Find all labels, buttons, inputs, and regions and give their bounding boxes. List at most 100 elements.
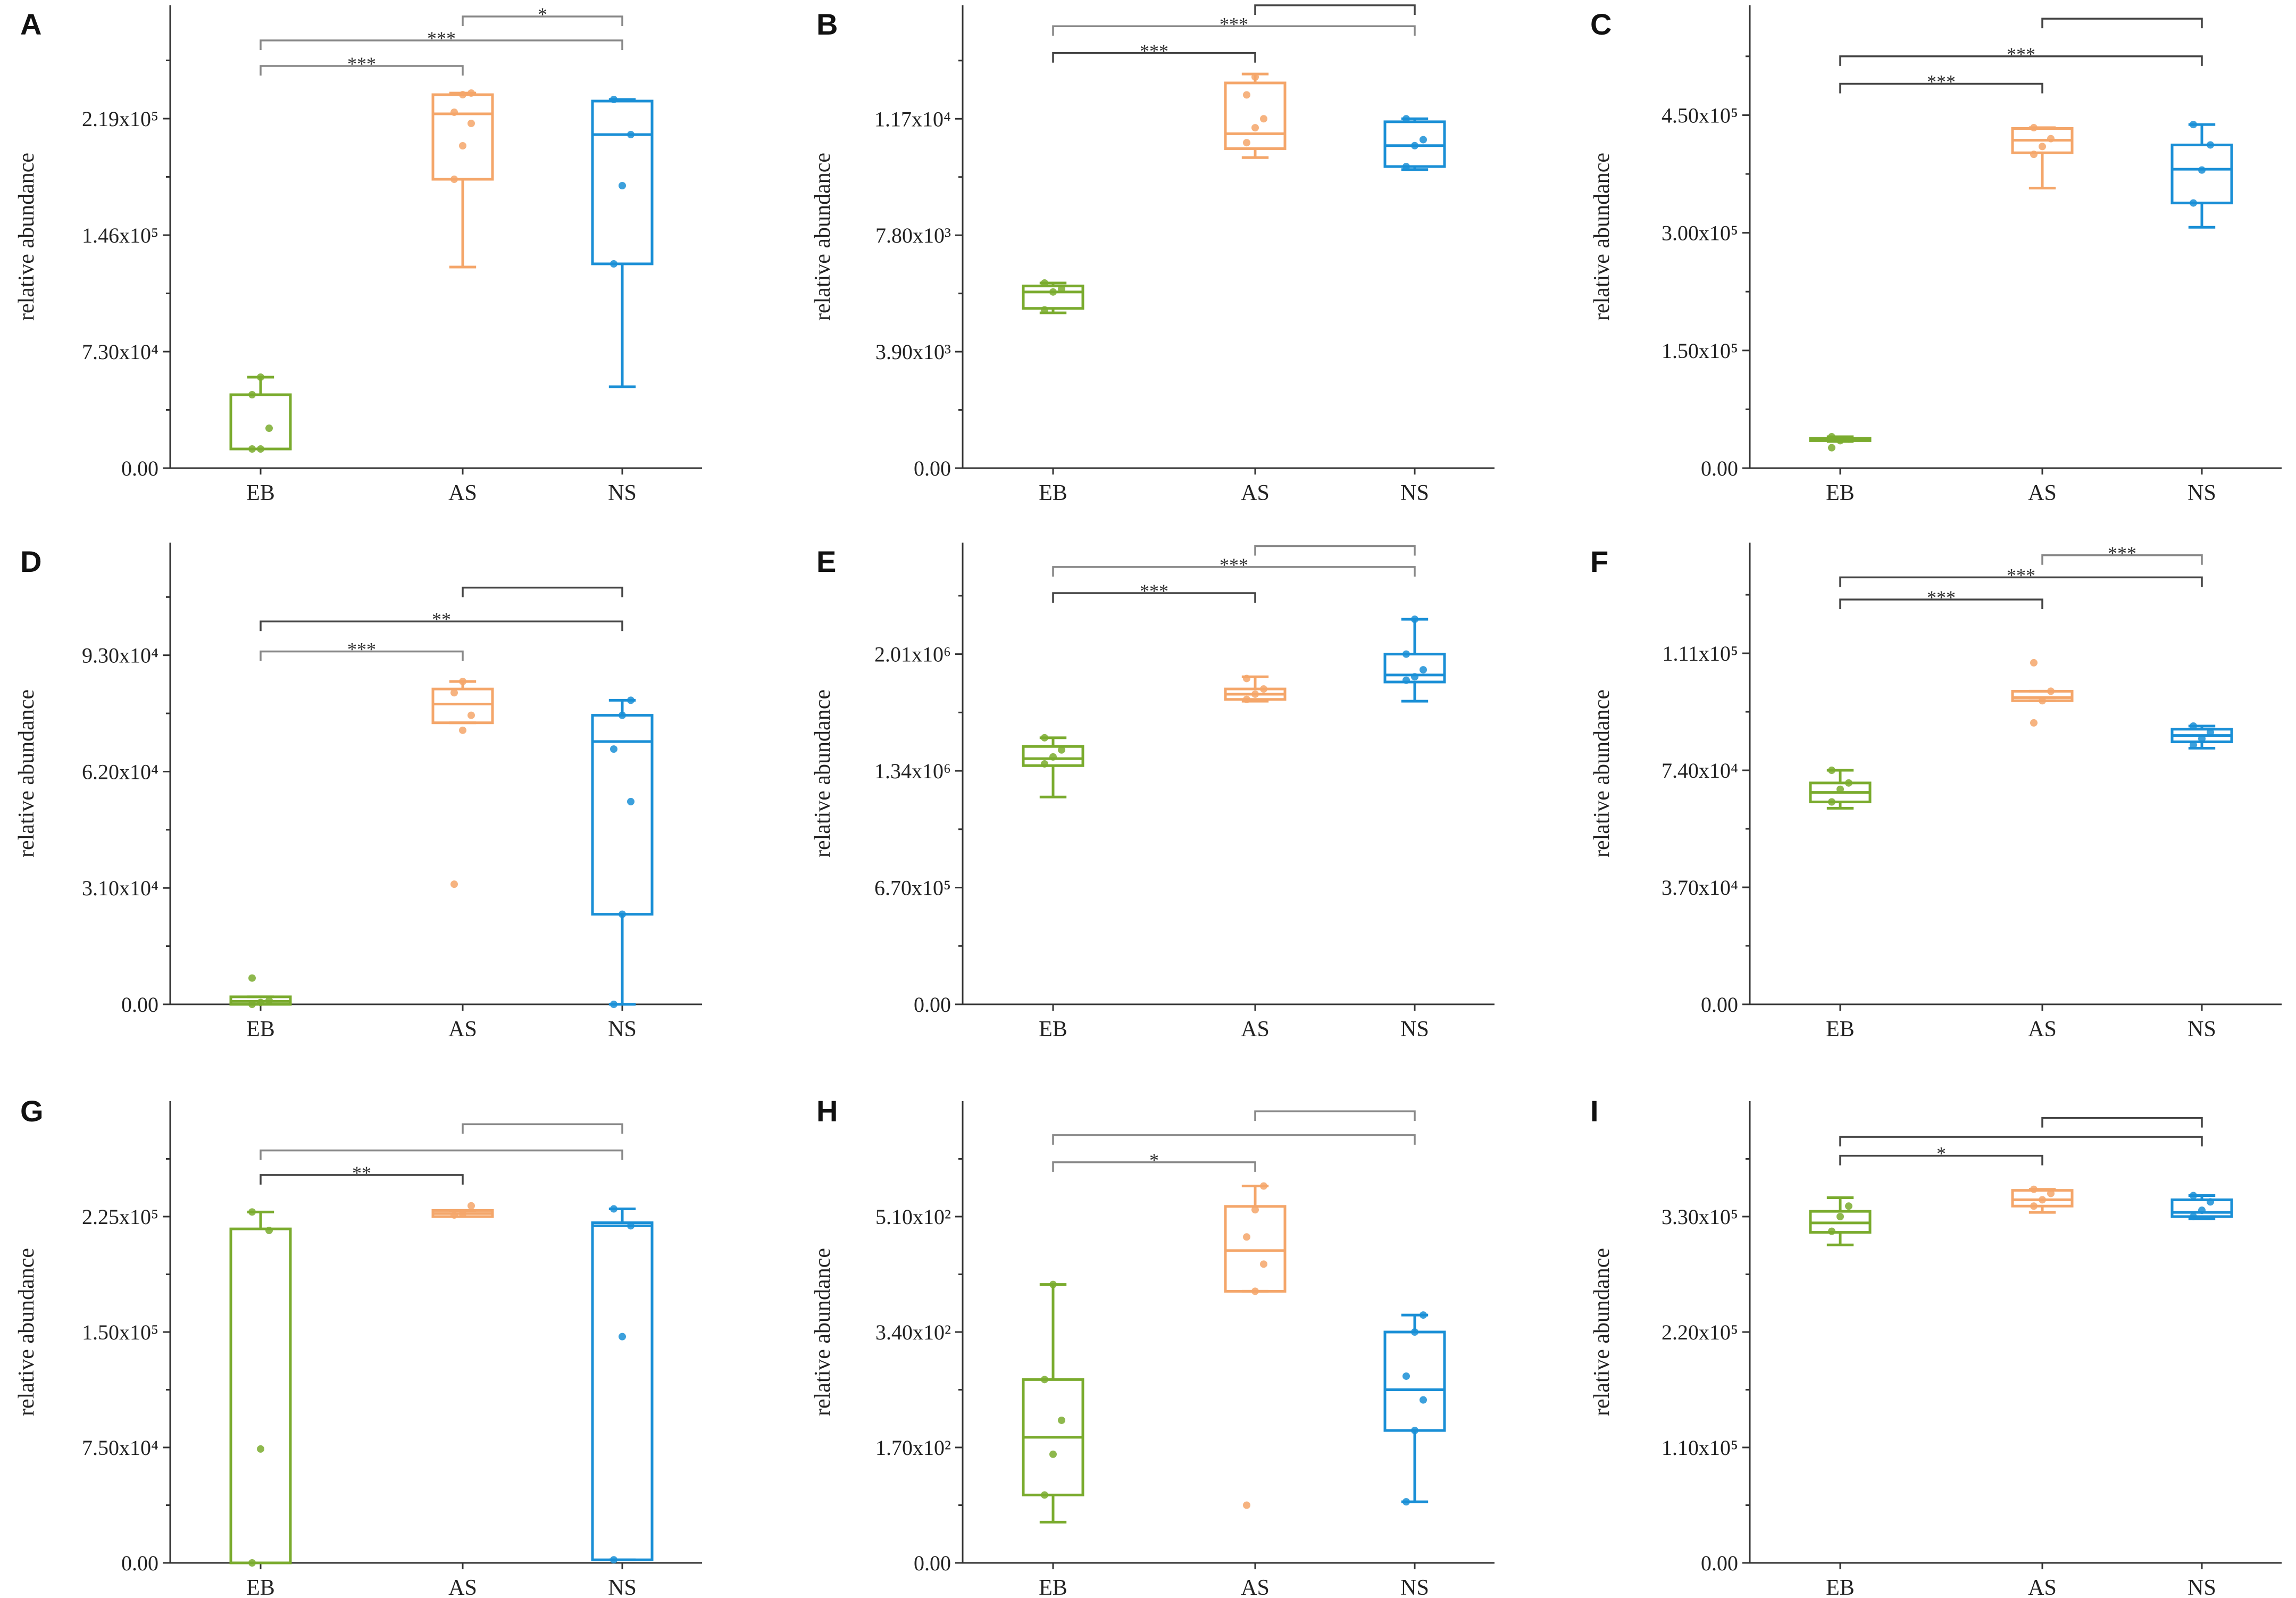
panel-b-label: B	[816, 7, 838, 41]
data-point	[1260, 1260, 1267, 1268]
panel-e-y-tick-label: 1.34x10⁶	[874, 759, 951, 783]
panel-g-y-axis-label: relative abundance	[14, 1248, 39, 1416]
data-point	[2190, 199, 2197, 207]
data-point	[450, 109, 458, 116]
panel-b-y-tick-label: 0.00	[914, 456, 951, 480]
data-point	[1049, 753, 1057, 761]
data-point	[619, 1333, 626, 1341]
data-point	[1828, 444, 1835, 452]
data-point	[265, 425, 273, 432]
data-point	[1243, 91, 1250, 99]
panel-b-bracket-eb-as: ***	[1052, 40, 1256, 63]
bracket-line	[1839, 1136, 2203, 1147]
data-point	[257, 1445, 264, 1453]
panel-f-bracket-eb-ns: ***	[1839, 564, 2203, 587]
panel-b-y-axis-label: relative abundance	[811, 153, 835, 321]
panel-g-bracket-eb-as: **	[260, 1162, 464, 1185]
data-point	[1251, 1206, 1259, 1214]
panel-c-box-eb	[1809, 433, 1872, 452]
box-iqr	[229, 393, 292, 451]
panel-e-y-tick-label: 2.01x10⁶	[874, 643, 951, 667]
panel-e-y-axis-label: relative abundance	[811, 689, 835, 858]
box-iqr	[431, 93, 494, 181]
data-point	[459, 678, 466, 686]
panel-c-x-tick-label-ns: NS	[2188, 481, 2216, 505]
data-point	[2190, 1213, 2197, 1220]
panel-a-x-tick-label-eb: EB	[246, 481, 275, 505]
panel-f-y-tick-label: 7.40x10⁴	[1662, 759, 1738, 783]
panel-g-y-tick-label: 2.25x10⁵	[82, 1205, 158, 1229]
box-iqr	[1383, 120, 1446, 168]
panel-d-x-tick-label-ns: NS	[608, 1017, 637, 1042]
panel-e-x-tick-label-ns: NS	[1400, 1017, 1429, 1042]
panel-h-bracket-eb-as: *	[1052, 1150, 1256, 1172]
box-iqr	[1383, 653, 1446, 684]
data-point	[1041, 1491, 1048, 1499]
data-point	[248, 1001, 256, 1008]
data-point	[1402, 1372, 1410, 1380]
panel-c-label: C	[1590, 7, 1612, 41]
data-point	[1251, 124, 1259, 132]
data-point	[1411, 615, 1418, 623]
data-point	[2030, 151, 2038, 159]
data-point	[467, 120, 475, 127]
data-point	[2207, 728, 2214, 736]
data-point	[450, 689, 458, 697]
bracket-line	[1254, 4, 1416, 15]
panel-a-box-eb	[229, 373, 292, 453]
panel-g-bracket-as-ns	[462, 1123, 623, 1134]
panel-a-y-tick-label: 2.19x10⁵	[82, 107, 158, 131]
significance-label: **	[432, 609, 451, 630]
panel-a-box-as	[431, 89, 494, 269]
panel-f-box-eb	[1809, 767, 1872, 810]
box-iqr	[2011, 1189, 2074, 1208]
data-point	[265, 996, 273, 1004]
significance-label: *	[1936, 1143, 1946, 1164]
panel-h-x-tick-label-as: AS	[1241, 1576, 1270, 1598]
panel-c-y-axis-label: relative abundance	[1590, 153, 1614, 321]
panel-h-y-tick-label: 1.70x10²	[875, 1436, 951, 1460]
panel-d-box-eb	[229, 974, 292, 1008]
data-point	[1058, 746, 1065, 754]
bracket-line	[260, 65, 464, 76]
data-point	[1402, 650, 1410, 658]
box-iqr	[591, 1221, 654, 1561]
data-point	[2190, 1192, 2197, 1200]
panel-h-box-ns	[1383, 1311, 1446, 1506]
bracket-line	[1052, 52, 1256, 63]
data-point	[619, 182, 626, 189]
data-point	[1251, 1287, 1259, 1295]
panel-i-x-tick-label-as: AS	[2028, 1576, 2057, 1598]
panel-e-x-tick-label-eb: EB	[1039, 1017, 1067, 1042]
panel-e-x-tick-label-as: AS	[1241, 1017, 1270, 1042]
panel-d-x-tick-label-as: AS	[448, 1017, 477, 1042]
panel-e-box-as	[1224, 675, 1287, 703]
panel-c-box-as	[2011, 124, 2074, 190]
data-point	[2030, 1185, 2038, 1193]
data-point	[619, 711, 626, 719]
data-point	[2039, 143, 2046, 151]
data-point	[265, 1227, 273, 1235]
bracket-line	[1839, 1154, 2043, 1166]
data-point	[1402, 676, 1410, 684]
panel-a-box-ns	[591, 96, 654, 388]
data-point	[1845, 1202, 1852, 1210]
data-point	[2198, 166, 2206, 174]
significance-label: ***	[1220, 13, 1248, 35]
panel-f-x-tick-label-ns: NS	[2188, 1017, 2216, 1042]
panel-c-y-tick-label: 4.50x10⁵	[1662, 103, 1738, 127]
panel-c-x-tick-label-as: AS	[2028, 481, 2057, 505]
data-point	[1260, 1182, 1267, 1190]
data-point	[1041, 760, 1048, 768]
panel-d-y-tick-label: 0.00	[121, 993, 158, 1017]
significance-label: ***	[2007, 564, 2035, 586]
panel-h-x-tick-label-ns: NS	[1400, 1576, 1429, 1598]
data-point	[1260, 115, 1267, 123]
data-point	[1041, 1376, 1048, 1384]
bracket-line	[1052, 1161, 1256, 1172]
